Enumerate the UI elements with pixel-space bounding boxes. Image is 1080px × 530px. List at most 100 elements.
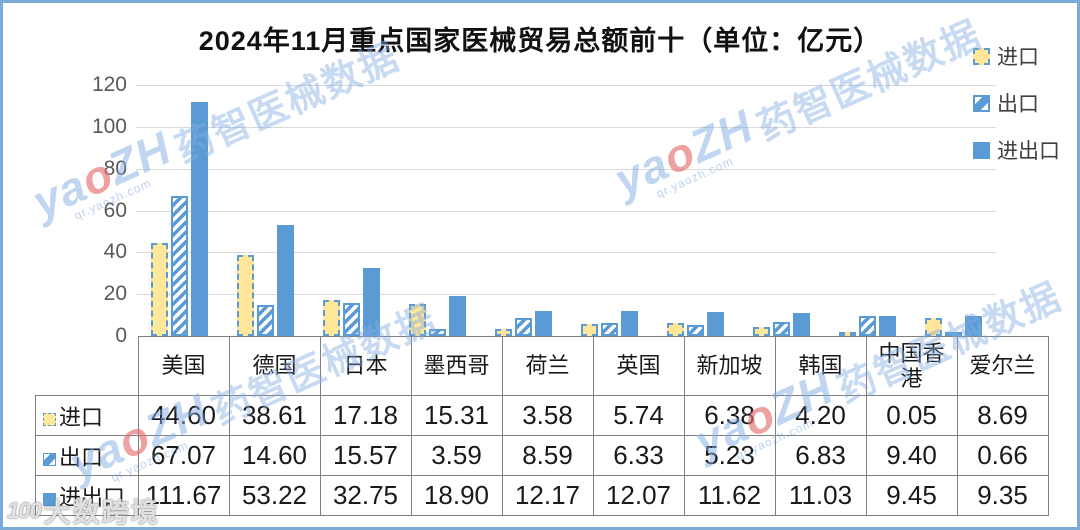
legend-swatch-import-icon xyxy=(973,47,990,65)
gridline xyxy=(136,168,996,170)
table-ghost-cell xyxy=(36,337,139,396)
legend-item-total: 进出口 xyxy=(973,135,1060,165)
y-axis-label: 60 xyxy=(103,198,127,222)
bar-total-2 xyxy=(363,267,380,336)
data-table: 美国 德国 日本 墨西哥 荷兰 英国 新加坡 韩国 中国香港 爱尔兰 进口 44.60 38.61 17.… xyxy=(35,336,1049,516)
bar-total-5 xyxy=(621,310,638,336)
table-cell-export-6: 5.23 xyxy=(683,435,776,476)
table-cell-total-8: 9.45 xyxy=(865,475,958,516)
bar-total-4 xyxy=(535,310,552,336)
y-axis-label: 40 xyxy=(103,240,127,264)
gridline xyxy=(136,85,996,86)
table-col-header-8: 中国香港 xyxy=(865,336,958,396)
table-row-total: 进出口 111.67 53.22 32.75 18.90 12.17 12.07 11.62 1… xyxy=(35,475,1049,516)
table-cell-total-5: 12.07 xyxy=(592,475,685,516)
table-cell-export-5: 6.33 xyxy=(592,435,685,476)
bar-total-6 xyxy=(707,311,724,336)
gridline xyxy=(136,252,996,254)
table-cell-import-0: 44.60 xyxy=(137,395,230,436)
table-cell-total-6: 11.62 xyxy=(683,475,776,516)
table-cell-total-0: 111.67 xyxy=(137,475,230,516)
bar-export-2 xyxy=(343,303,360,336)
bar-group-7 xyxy=(738,85,824,336)
gridline xyxy=(136,126,996,128)
bar-import-7 xyxy=(753,327,770,336)
table-cell-export-1: 14.60 xyxy=(228,435,321,476)
table-cell-total-1: 53.22 xyxy=(228,475,321,516)
plot-area xyxy=(136,85,996,336)
table-cell-export-7: 6.83 xyxy=(774,435,867,476)
bar-total-9 xyxy=(965,316,982,336)
row-swatch-export-icon xyxy=(43,452,56,466)
table-col-header-4: 荷兰 xyxy=(501,336,594,396)
table-row-import: 进口 44.60 38.61 17.18 15.31 3.58 5.74 6.38 4.20 0.… xyxy=(35,395,1049,436)
table-cell-total-9: 9.35 xyxy=(956,475,1049,516)
bar-group-6 xyxy=(652,85,738,336)
legend-item-export: 出口 xyxy=(973,88,1060,118)
legend-label: 进口 xyxy=(997,46,1039,69)
y-axis-label: 20 xyxy=(103,282,127,306)
table-col-header-7: 韩国 xyxy=(774,336,867,396)
table-cell-import-3: 15.31 xyxy=(410,395,503,436)
gridline xyxy=(136,210,996,212)
bar-import-6 xyxy=(667,322,684,336)
bar-import-5 xyxy=(581,324,598,336)
y-axis-label: 100 xyxy=(91,114,127,138)
bar-group-2 xyxy=(308,85,394,336)
table-cell-total-7: 11.03 xyxy=(774,475,867,516)
y-axis-label: 120 xyxy=(91,73,127,96)
table-cell-export-0: 67.07 xyxy=(137,435,230,476)
table-cell-total-2: 32.75 xyxy=(319,475,412,516)
table-row-header-export: 出口 xyxy=(35,435,139,476)
bar-import-4 xyxy=(495,328,512,336)
bar-export-1 xyxy=(257,305,274,336)
bar-export-9 xyxy=(945,332,962,336)
bar-export-8 xyxy=(859,316,876,336)
table-cell-import-6: 6.38 xyxy=(683,395,776,436)
y-axis-label: 80 xyxy=(103,156,127,180)
table-cell-total-4: 12.17 xyxy=(501,475,594,516)
table-header-row: 美国 德国 日本 墨西哥 荷兰 英国 新加坡 韩国 中国香港 爱尔兰 xyxy=(36,336,1049,396)
bar-import-8 xyxy=(839,332,856,336)
table-cell-import-1: 38.61 xyxy=(228,395,321,436)
table-cell-export-8: 9.40 xyxy=(865,435,958,476)
table-cell-import-7: 4.20 xyxy=(774,395,867,436)
table-cell-import-5: 5.74 xyxy=(592,395,685,436)
bar-import-2 xyxy=(323,300,340,336)
table-cell-import-8: 0.05 xyxy=(865,395,958,436)
row-swatch-import-icon xyxy=(43,412,56,426)
table-col-header-5: 英国 xyxy=(592,336,685,396)
table-cell-import-9: 8.69 xyxy=(956,395,1049,436)
table-cell-total-3: 18.90 xyxy=(410,475,503,516)
table-cell-import-2: 17.18 xyxy=(319,395,412,436)
bar-import-0 xyxy=(151,242,168,336)
legend-item-import: 进口 xyxy=(973,41,1060,71)
bar-export-6 xyxy=(687,325,704,336)
bar-export-7 xyxy=(773,321,790,336)
y-axis-label: 0 xyxy=(115,324,127,347)
table-cell-export-2: 15.57 xyxy=(319,435,412,476)
bar-group-4 xyxy=(480,85,566,336)
bar-group-3 xyxy=(394,85,480,336)
bar-export-5 xyxy=(601,322,618,336)
table-col-header-1: 德国 xyxy=(228,336,321,396)
bar-export-0 xyxy=(171,195,188,336)
table-row-header-total: 进出口 xyxy=(35,475,139,516)
legend-label: 进出口 xyxy=(997,140,1060,163)
chart-title: 2024年11月重点国家医械贸易总额前十（单位：亿元） xyxy=(198,26,882,56)
bar-group-1 xyxy=(222,85,308,336)
bar-export-3 xyxy=(429,328,446,336)
table-col-header-3: 墨西哥 xyxy=(410,336,503,396)
bar-total-7 xyxy=(793,312,810,336)
bar-total-1 xyxy=(277,224,294,336)
data-table-body: 美国 德国 日本 墨西哥 荷兰 英国 新加坡 韩国 中国香港 爱尔兰 进口 44.60 38.61 17.… xyxy=(35,336,1049,516)
legend: 进口出口进出口 xyxy=(973,41,1060,165)
bar-group-8 xyxy=(824,85,910,336)
bar-import-3 xyxy=(409,303,426,336)
bar-import-9 xyxy=(925,317,942,336)
table-cell-export-3: 3.59 xyxy=(410,435,503,476)
table-col-header-0: 美国 xyxy=(137,336,230,396)
table-cell-import-4: 3.58 xyxy=(501,395,594,436)
row-swatch-total-icon xyxy=(43,492,56,506)
bar-group-0 xyxy=(136,85,222,336)
